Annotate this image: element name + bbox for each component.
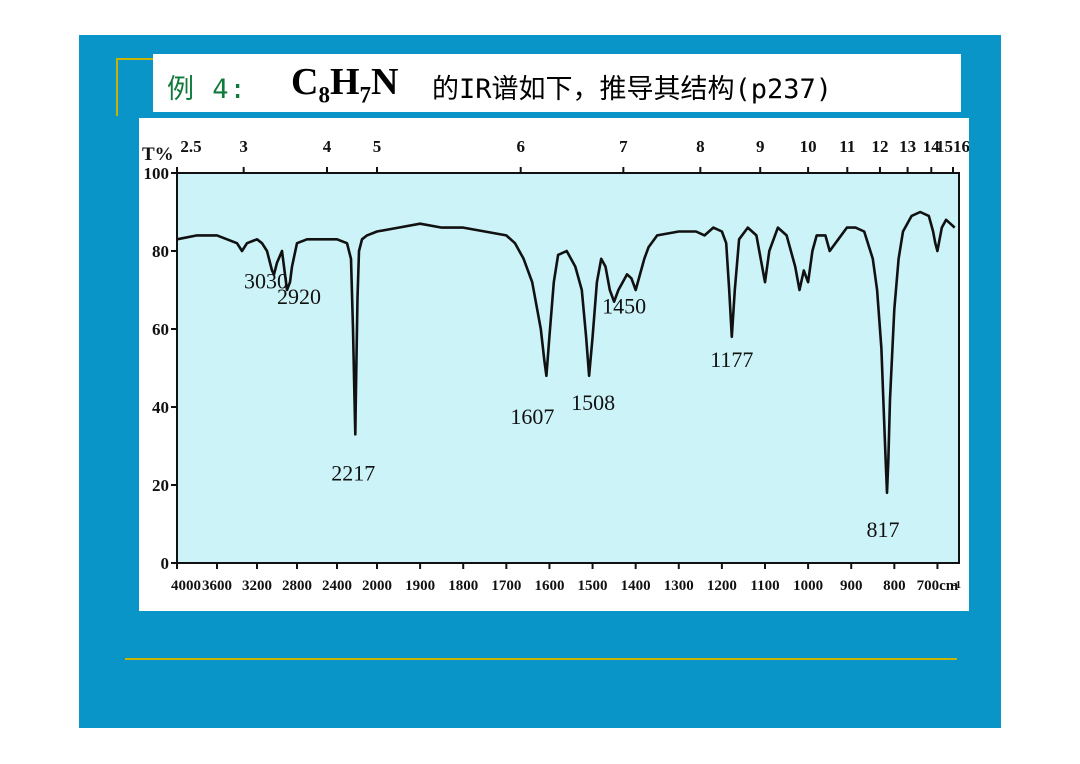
plot-area xyxy=(176,172,960,564)
x-tick-label: 2800 xyxy=(282,578,312,594)
top-tick-label: 8 xyxy=(696,137,705,156)
peak-label: 2920 xyxy=(277,284,321,309)
top-tick-label: 10 xyxy=(800,137,817,156)
decorative-corner-line xyxy=(116,58,156,60)
top-tick-label: 9 xyxy=(756,137,765,156)
y-tick-label: 80 xyxy=(152,242,169,261)
top-tick-label: 14 xyxy=(923,137,941,156)
x-tick-label: 1600 xyxy=(534,578,564,594)
formula-n: N xyxy=(371,61,399,103)
peak-label: 1508 xyxy=(571,390,615,415)
top-tick-label: 12 xyxy=(871,137,888,156)
x-tick-label: 3600 xyxy=(202,578,232,594)
formula-h-sub: 7 xyxy=(359,82,372,108)
molecular-formula: C8H7N xyxy=(291,60,398,109)
x-tick-label: 1800 xyxy=(448,578,478,594)
x-tick-label: 3200 xyxy=(242,578,272,594)
y-axis-label: T% xyxy=(142,144,174,165)
y-tick-label: 100 xyxy=(144,164,170,183)
x-tick-label: 1500 xyxy=(578,578,608,594)
formula-c-sub: 8 xyxy=(318,82,330,108)
x-tick-label: 1100 xyxy=(750,578,779,594)
y-tick-label: 0 xyxy=(161,554,170,573)
top-tick-label: 13 xyxy=(899,137,916,156)
top-tick-label: 1516 xyxy=(936,137,969,156)
chart-panel: 0 20 40 60 80 100 4000 3600 3200 2800 2400 2000 190… xyxy=(139,118,969,611)
spectrum-line xyxy=(176,210,956,495)
y-tick-label: 40 xyxy=(152,398,169,417)
x-tick-label: 1000 xyxy=(793,578,823,594)
title-box: 例 4: C8H7N 的IR谱如下，推导其结构(p237) xyxy=(153,54,961,112)
x-axis-wavenumber-ticks: 4000 3600 3200 2800 2400 2000 1900 1800 1700 1600… xyxy=(171,563,959,594)
x-tick-label: 1400 xyxy=(621,578,651,594)
formula-h: H xyxy=(329,61,360,103)
top-tick-label: 2.5 xyxy=(180,137,201,156)
x-tick-label: 1900 xyxy=(405,578,435,594)
top-tick-label: 11 xyxy=(839,137,855,156)
formula-c: C xyxy=(291,61,319,103)
decorative-corner-line-vertical xyxy=(116,58,118,116)
peak-label: 817 xyxy=(867,517,900,542)
top-tick-label: 7 xyxy=(619,137,628,156)
x-axis-unit-superscript: -1 xyxy=(952,579,961,591)
ir-spectrum-chart: 0 20 40 60 80 100 4000 3600 3200 2800 2400 2000 190… xyxy=(142,137,969,594)
x-tick-label: 4000 xyxy=(171,578,201,594)
peak-label: 2217 xyxy=(331,460,375,485)
y-axis-ticks: 0 20 40 60 80 100 xyxy=(144,164,177,573)
x-tick-label: 700cm xyxy=(917,578,959,594)
x-tick-label: 1200 xyxy=(707,578,737,594)
peak-label: 3030 xyxy=(244,268,288,293)
x-tick-label: 800 xyxy=(883,578,906,594)
example-label: 例 4: xyxy=(167,74,247,105)
x-tick-label: 900 xyxy=(840,578,863,594)
top-tick-label: 4 xyxy=(323,137,332,156)
x-tick-label: 1700 xyxy=(491,578,521,594)
x-tick-label: 2000 xyxy=(362,578,392,594)
peak-label: 1177 xyxy=(710,347,753,372)
y-tick-label: 20 xyxy=(152,476,169,495)
top-tick-label: 3 xyxy=(239,137,248,156)
x-tick-label: 2400 xyxy=(322,578,352,594)
decorative-bottom-line xyxy=(125,658,957,660)
top-tick-label: 5 xyxy=(373,137,382,156)
title-text: 的IR谱如下，推导其结构(p237) xyxy=(432,74,833,105)
peak-label: 1607 xyxy=(510,404,554,429)
y-tick-label: 60 xyxy=(152,320,169,339)
x-tick-label: 1300 xyxy=(664,578,694,594)
top-tick-label: 6 xyxy=(516,137,525,156)
peak-label: 1450 xyxy=(602,294,646,319)
